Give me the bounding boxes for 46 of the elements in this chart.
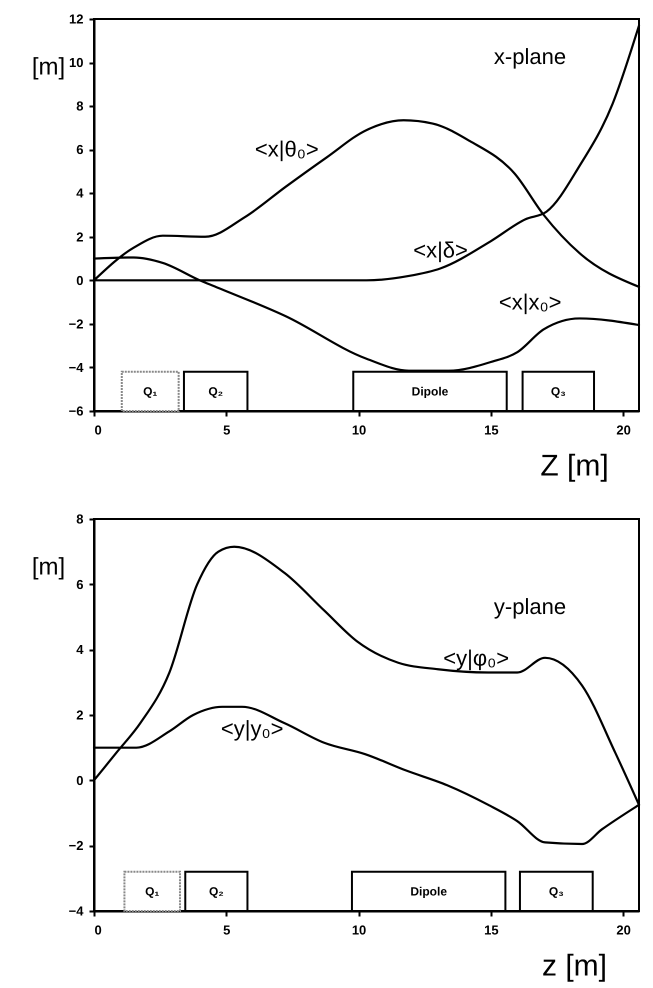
band-label: Q₁ — [145, 884, 160, 898]
y-axis-title: [m] — [32, 54, 66, 80]
series-label: <x|δ> — [413, 237, 468, 262]
y-tick-label: 8 — [76, 512, 84, 526]
band-label: Dipole — [410, 884, 448, 898]
y-tick-label: 6 — [76, 576, 84, 592]
x-tick-label: 5 — [223, 422, 230, 438]
y-tick-label: −2 — [68, 838, 84, 854]
band-label: Q₃ — [550, 384, 566, 398]
band-label: Q₃ — [548, 884, 564, 898]
y-tick-label: 10 — [69, 55, 84, 70]
x-tick-label: 0 — [94, 422, 102, 438]
y-tick-label: 2 — [76, 229, 84, 244]
x-tick-label: 5 — [223, 922, 230, 938]
y-tick-label: −4 — [68, 904, 84, 918]
y-tick-label: 0 — [76, 272, 84, 288]
y-axis-title: [m] — [32, 554, 66, 580]
y-tick-label: 2 — [76, 708, 84, 722]
x-tick-label: 20 — [616, 922, 631, 938]
x-axis-title: Z [m] — [540, 450, 609, 482]
y-tick-label: 6 — [76, 142, 84, 158]
band-label: Dipole — [412, 384, 449, 398]
y-tick-label: 8 — [76, 98, 84, 114]
annotation: y-plane — [494, 594, 566, 619]
annotation: x-plane — [494, 44, 566, 69]
y-tick-label: −6 — [68, 404, 84, 418]
series-label: <y|y₀> — [220, 716, 284, 741]
x-tick-label: 0 — [94, 922, 102, 938]
y-tick-label: −2 — [68, 316, 84, 332]
series-label: <y|φ₀> — [443, 646, 510, 671]
band-label: Q₂ — [209, 884, 224, 898]
band-label: Q₁ — [143, 384, 158, 398]
y-tick-label: −4 — [68, 360, 84, 375]
x-tick-label: 10 — [352, 422, 366, 438]
x-tick-label: 20 — [616, 422, 631, 438]
series-label: <x|x₀> — [498, 289, 562, 314]
x-axis-title: z [m] — [542, 950, 607, 982]
band-label: Q₂ — [208, 384, 224, 398]
y-tick-label: 0 — [76, 772, 84, 788]
y-tick-label: 4 — [76, 186, 84, 201]
x-tick-label: 10 — [352, 922, 366, 938]
y-tick-label: 12 — [69, 12, 84, 26]
series-label: <x|θ₀> — [254, 136, 319, 162]
x-tick-label: 15 — [484, 922, 499, 938]
x-tick-label: 15 — [484, 422, 499, 438]
y-tick-label: 4 — [76, 642, 84, 658]
